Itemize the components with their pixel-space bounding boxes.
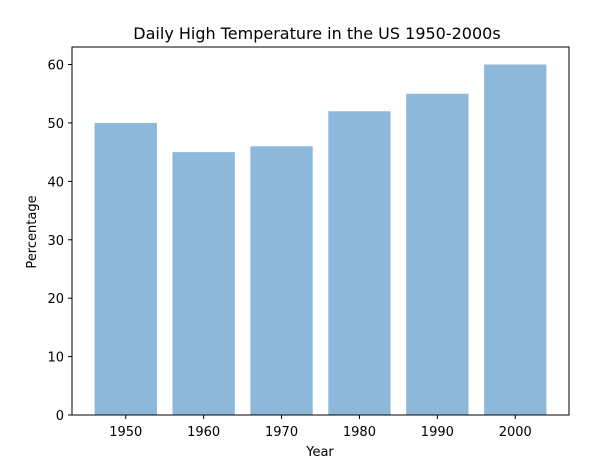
y-tick-label: 20 <box>47 292 64 307</box>
y-tick-label: 30 <box>47 234 64 249</box>
x-tick-label: 1990 <box>421 425 454 440</box>
x-axis-ticks: 1950 1960 1970 1980 1990 2000 <box>109 415 532 440</box>
y-tick-label: 50 <box>47 117 64 132</box>
x-tick-label: 1970 <box>265 425 298 440</box>
y-axis-ticks: 0 10 20 30 40 50 60 <box>47 59 72 424</box>
bar-1970 <box>250 146 313 416</box>
y-tick-label: 10 <box>47 351 64 366</box>
bar-1990 <box>406 93 469 415</box>
x-tick-label: 1960 <box>187 425 220 440</box>
y-tick-label: 60 <box>47 59 64 74</box>
x-axis-label: Year <box>305 445 334 460</box>
y-tick-label: 40 <box>47 175 64 190</box>
y-tick-label: 0 <box>56 409 64 424</box>
bar-1980 <box>328 111 391 415</box>
x-tick-label: 1980 <box>343 425 376 440</box>
bar-1950 <box>94 122 157 415</box>
x-tick-label: 2000 <box>499 425 532 440</box>
x-tick-label: 1950 <box>109 425 142 440</box>
bar-1960 <box>172 152 235 415</box>
chart-title: Daily High Temperature in the US 1950-20… <box>133 24 500 43</box>
bar-2000 <box>484 64 547 416</box>
y-axis-label: Percentage <box>25 195 40 268</box>
bars-group <box>94 64 547 416</box>
plot-frame <box>71 46 570 416</box>
